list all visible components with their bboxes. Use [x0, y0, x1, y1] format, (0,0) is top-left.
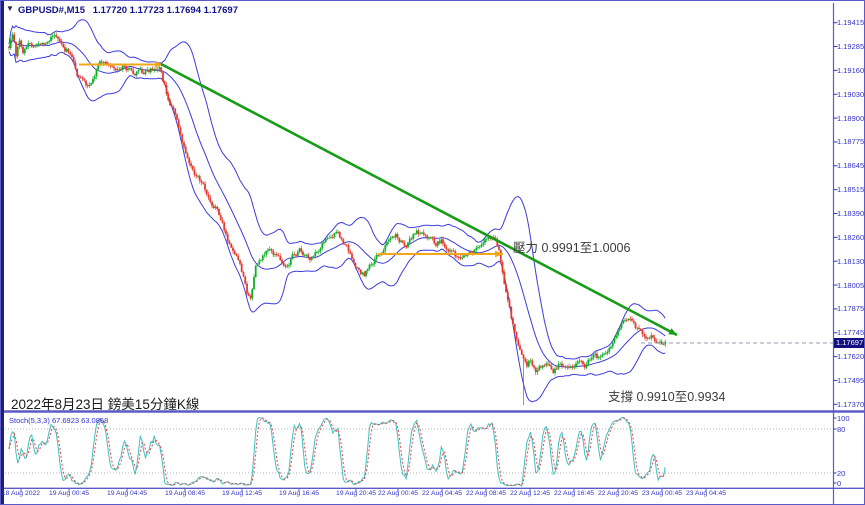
time-axis-label: 22 Aug 08:45	[465, 490, 507, 497]
time-axis-label: 19 Aug 00:45	[48, 490, 90, 497]
window-left-border	[1, 1, 4, 504]
time-axis-label: 22 Aug 12:45	[509, 490, 551, 497]
time-axis-label: 19 Aug 12:45	[221, 490, 263, 497]
price-axis-label: 1.19415	[837, 18, 865, 28]
time-axis-label: 18 Aug 2022	[1, 490, 41, 497]
price-axis-label: 1.18130	[837, 256, 865, 266]
date-annotation[interactable]: 2022年8月23日 鎊美15分鐘K線	[11, 397, 200, 412]
time-axis-label: 22 Aug 16:45	[553, 490, 595, 497]
stochastic-axis-label: 80	[837, 424, 846, 434]
price-axis-label: 1.19285	[837, 42, 865, 52]
price-axis-label: 1.17875	[837, 304, 865, 314]
time-axis-label: 19 Aug 20:45	[335, 490, 377, 497]
time-axis-label: 19 Aug 04:45	[106, 490, 148, 497]
time-axis-label: 19 Aug 16:45	[278, 490, 320, 497]
chart-title: GBPUSD#,M15 1.17720 1.17723 1.17694 1.17…	[18, 5, 238, 16]
time-axis-label: 19 Aug 08:45	[164, 490, 206, 497]
price-axis-label: 1.17620	[837, 352, 865, 362]
time-axis[interactable]: 18 Aug 2022 19 Aug 00:45 19 Aug 04:45 19 Au…	[1, 490, 864, 504]
collapse-triangle-icon[interactable]: ▼	[6, 4, 14, 13]
price-axis-label: 1.18390	[837, 209, 865, 218]
stochastic-indicator-label: Stoch(5,3,3) 67.6923 63.0858	[9, 416, 109, 425]
price-axis-label: 1.18900	[837, 113, 865, 123]
time-axis-label: 22 Aug 00:45	[377, 490, 419, 497]
price-axis-label: 1.18260	[837, 232, 865, 242]
price-axis-label: 1.17370	[837, 399, 865, 409]
time-axis-label: 23 Aug 00:45	[641, 490, 683, 497]
time-axis-label: 22 Aug 04:45	[421, 490, 463, 497]
time-axis-label: 23 Aug 04:45	[685, 490, 727, 497]
stochastic-axis[interactable]: 100 80 20 0	[837, 1, 864, 504]
stochastic-axis-label: 0	[837, 478, 842, 488]
resistance-annotation[interactable]: 壓力 0.9991至1.0006	[513, 241, 631, 255]
price-axis-label: 1.18005	[837, 280, 865, 290]
price-axis[interactable]: 1.19415 1.19285 1.19160 1.19030 1.18900 1.187…	[837, 1, 865, 504]
price-axis-label: 1.18775	[837, 137, 865, 147]
time-axis-label: 22 Aug 20:45	[597, 490, 639, 497]
ohlc-quote-label: 1.17720 1.17723 1.17694 1.17697	[92, 5, 238, 16]
symbol-period-label: GBPUSD#,M15	[18, 5, 86, 16]
current-price-tag: 1.17697	[834, 338, 864, 348]
price-axis-label: 1.18645	[837, 161, 865, 171]
stochastic-axis-label: 20	[837, 468, 846, 478]
price-axis-label: 1.18515	[837, 185, 865, 195]
stochastic-axis-label: 100	[837, 413, 850, 423]
price-axis-label: 1.17745	[837, 328, 865, 338]
support-annotation[interactable]: 支撐 0.9910至0.9934	[608, 390, 726, 404]
price-axis-label: 1.19160	[837, 65, 865, 75]
price-axis-label: 1.17495	[837, 375, 865, 385]
price-axis-label: 1.19030	[837, 89, 865, 99]
